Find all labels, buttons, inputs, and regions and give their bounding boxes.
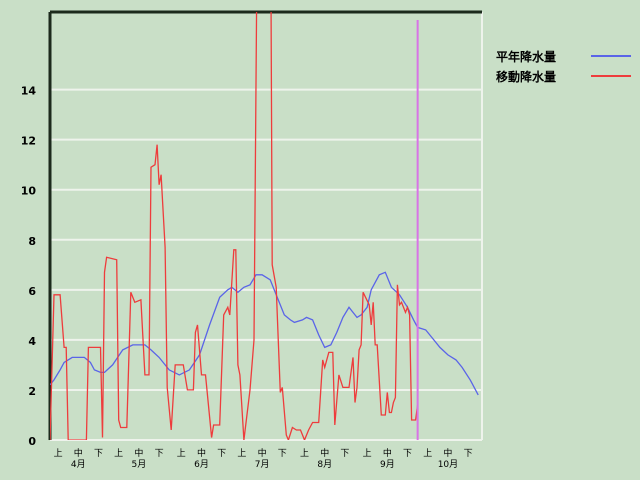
series-line-1 (50, 12, 419, 440)
y-tick-label: 6 (28, 285, 36, 298)
x-dekad-label: 上 (300, 448, 309, 459)
x-dekad-label: 中 (258, 447, 267, 459)
x-dekad-label: 下 (155, 449, 164, 459)
y-tick-label: 0 (28, 435, 36, 448)
x-dekad-label: 下 (278, 449, 287, 459)
x-dekad-label: 下 (403, 449, 412, 459)
x-dekad-label: 中 (74, 447, 83, 459)
legend-line-red (591, 75, 631, 77)
x-dekad-label: 上 (363, 448, 372, 459)
x-dekad-label: 下 (217, 449, 226, 459)
x-month-label: 8月 (317, 459, 332, 470)
x-month-label: 7月 (255, 459, 270, 470)
x-dekad-label: 中 (320, 447, 329, 459)
legend: 平年降水量 移動降水量 (496, 46, 631, 86)
x-dekad-label: 下 (94, 449, 103, 459)
legend-label: 移動降水量 (496, 69, 557, 84)
x-month-label: 10月 (438, 459, 458, 470)
x-month-label: 9月 (380, 459, 395, 470)
legend-label: 平年降水量 (496, 49, 557, 64)
x-dekad-label: 下 (340, 449, 349, 459)
legend-item-moving: 移動降水量 (496, 66, 631, 86)
legend-item-normal: 平年降水量 (496, 46, 631, 66)
x-dekad-label: 中 (443, 447, 452, 459)
x-month-label: 6月 (194, 459, 209, 470)
x-dekad-label: 上 (177, 448, 186, 459)
x-month-label: 4月 (71, 459, 86, 470)
x-dekad-label: 中 (197, 447, 206, 459)
y-tick-label: 2 (28, 385, 36, 398)
x-dekad-label: 上 (114, 448, 123, 459)
y-tick-label: 14 (21, 85, 37, 98)
y-tick-label: 10 (21, 185, 37, 198)
x-month-label: 5月 (132, 459, 147, 470)
x-dekad-label: 上 (54, 448, 63, 459)
x-dekad-label: 上 (423, 448, 432, 459)
series-line-0 (50, 271, 479, 396)
x-dekad-label: 上 (237, 448, 246, 459)
x-dekad-label: 中 (383, 447, 392, 459)
x-dekad-label: 中 (134, 447, 143, 459)
y-tick-label: 12 (21, 135, 36, 148)
y-tick-label: 8 (28, 235, 36, 248)
x-dekad-label: 下 (464, 449, 473, 459)
legend-line-blue (591, 55, 631, 57)
y-tick-label: 4 (28, 335, 36, 348)
